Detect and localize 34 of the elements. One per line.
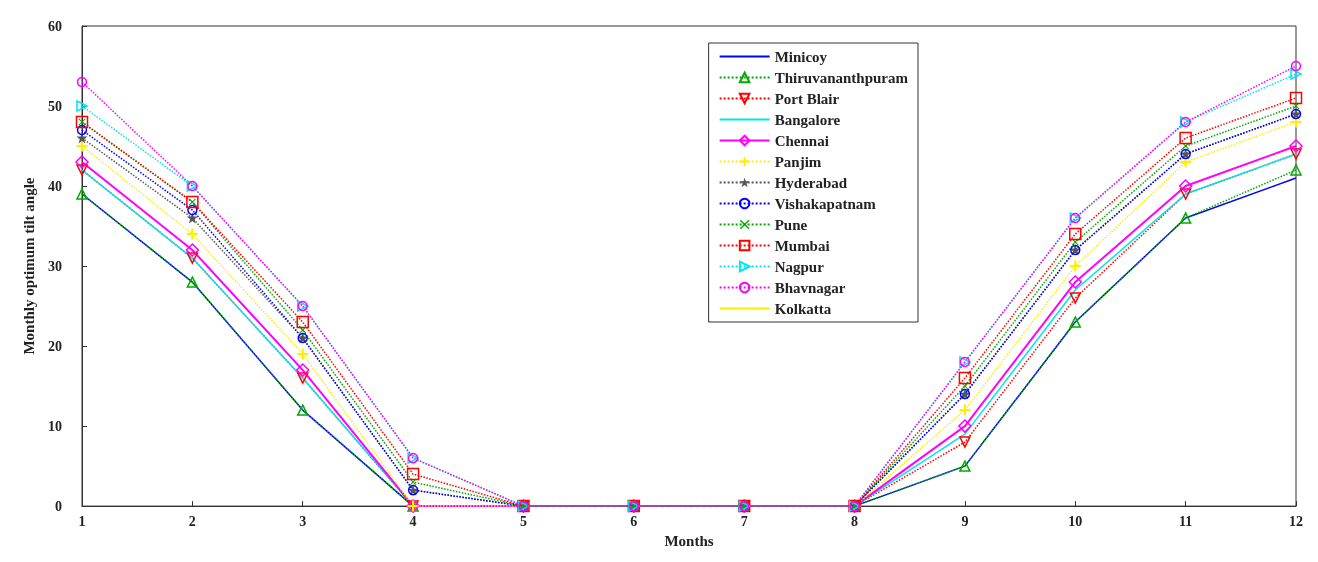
y-tick-label: 20	[48, 338, 62, 354]
x-tick-label: 7	[740, 513, 748, 529]
legend-label: Pune	[774, 216, 808, 233]
legend-label: Minicoy	[774, 48, 828, 65]
x-tick-label: 12	[1289, 513, 1303, 529]
x-tick-label: 4	[409, 513, 417, 529]
x-tick-label: 9	[961, 513, 969, 529]
legend-label: Chennai	[774, 132, 829, 149]
y-axis-title: Monthly optimum tilt angle	[20, 177, 37, 355]
legend-label: Panjim	[774, 153, 822, 170]
x-tick-label: 1	[78, 513, 86, 529]
legend-label: Port Blair	[774, 90, 840, 107]
x-axis-title: Months	[664, 532, 714, 549]
x-tick-label: 3	[299, 513, 307, 529]
x-tick-label: 6	[630, 513, 638, 529]
legend-label: Kolkatta	[774, 300, 832, 317]
x-tick-label: 2	[188, 513, 196, 529]
y-tick-label: 30	[48, 258, 62, 274]
y-tick-label: 50	[48, 98, 62, 114]
legend-label: Thiruvananthpuram	[774, 69, 909, 86]
y-tick-label: 40	[48, 178, 62, 194]
x-tick-label: 10	[1068, 513, 1083, 529]
legend-label: Bangalore	[774, 111, 841, 128]
y-tick-label: 10	[48, 418, 62, 434]
x-tick-label: 8	[851, 513, 859, 529]
legend-label: Vishakapatnam	[774, 195, 877, 212]
legend-label: Mumbai	[774, 237, 830, 254]
legend-label: Bhavnagar	[774, 279, 846, 296]
y-tick-label: 60	[48, 18, 62, 34]
legend-label: Hyderabad	[774, 174, 848, 191]
x-tick-label: 5	[519, 513, 527, 529]
legend-label: Nagpur	[774, 258, 825, 275]
y-tick-label: 0	[55, 498, 62, 514]
x-tick-label: 11	[1179, 513, 1193, 529]
